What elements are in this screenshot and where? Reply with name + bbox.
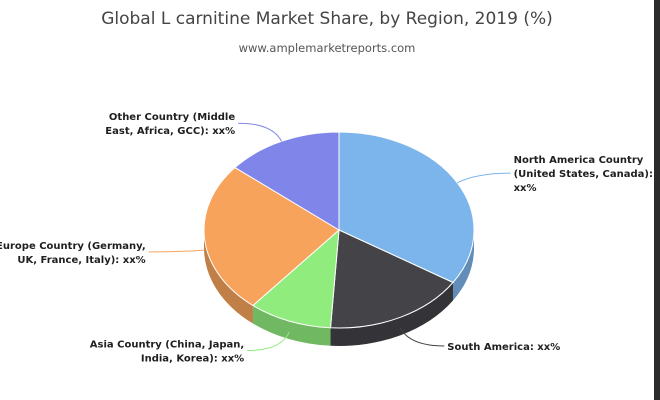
- slice-side-europe-country: [204, 230, 253, 324]
- connector-north-america-country: [457, 172, 511, 184]
- slice-side-south-america-xx: [330, 282, 453, 346]
- connector-other-country: [238, 122, 282, 142]
- connector-south-america-xx: [399, 327, 445, 347]
- slice-labels: North America Country (United States, Can…: [0, 112, 653, 364]
- slice-other-country[interactable]: [234, 131, 340, 231]
- label-south-america-xx: South America: xx%: [447, 342, 560, 353]
- label-other-country: Other Country (Middle East, Africa, GCC):…: [105, 112, 235, 137]
- pie-slices: [203, 131, 475, 329]
- slice-south-america-xx[interactable]: [330, 229, 454, 329]
- label-asia-country: Asia Country (China, Japan, India, Korea)…: [90, 340, 244, 365]
- label-connectors: [148, 122, 511, 352]
- window-edge: [654, 0, 660, 400]
- slice-side-north-america-country: [452, 230, 474, 301]
- label-north-america-country: North America Country (United States, Can…: [514, 155, 653, 194]
- slice-asia-country[interactable]: [252, 229, 340, 329]
- connector-europe-country: [148, 249, 205, 253]
- chart-subtitle: www.amplemarketreports.com: [239, 41, 416, 55]
- slice-north-america-country[interactable]: [338, 131, 475, 284]
- slice-europe-country[interactable]: [203, 167, 340, 307]
- label-europe-country: Europe Country (Germany, UK, France, Ital…: [0, 241, 146, 266]
- chart-title: Global L carnitine Market Share, by Regi…: [101, 9, 553, 29]
- connector-asia-country: [247, 331, 290, 352]
